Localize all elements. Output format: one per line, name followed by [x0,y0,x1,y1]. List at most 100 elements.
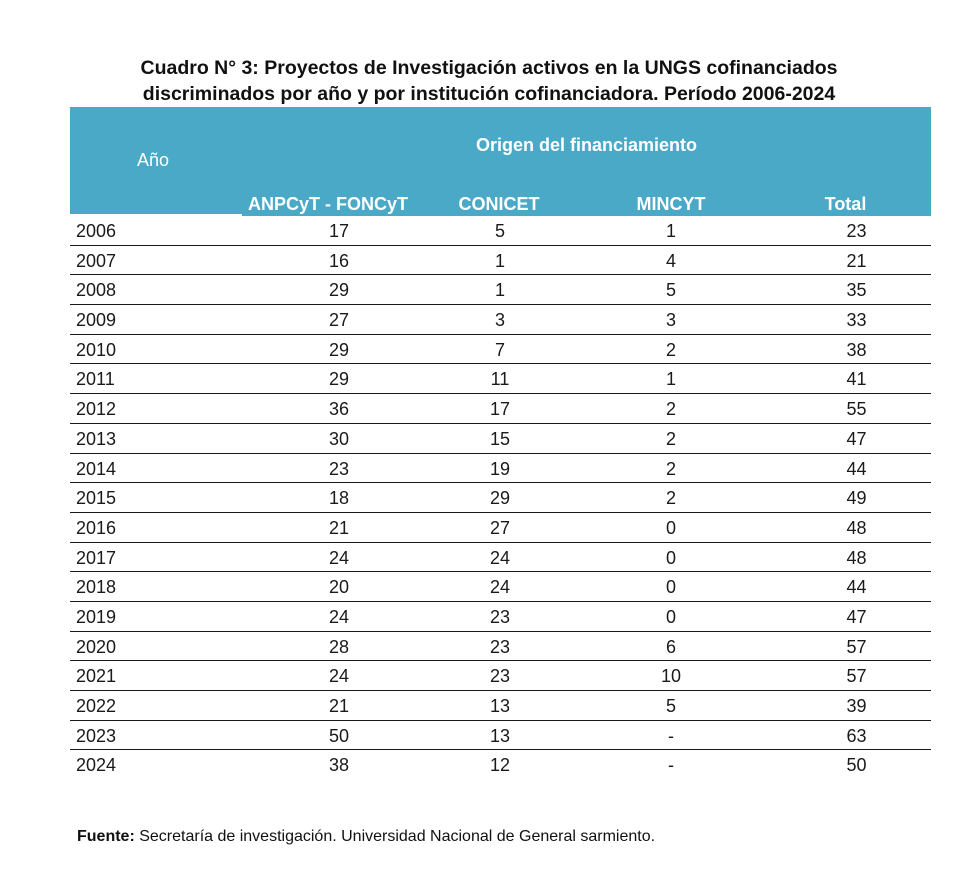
anpcyt-cell: 21 [328,696,350,716]
financing-table: Año Origen del financiamiento ANPCyT - F… [70,107,931,779]
mincyt-cell: 6 [665,636,676,657]
anpcyt-cell: 23 [328,458,350,479]
table-row: 2022 21 13 5 39 [70,691,931,721]
table-row: 2018 20 24 0 44 [70,572,931,602]
table-row: 2011 29 11 1 41 [70,364,931,395]
anpcyt-cell: 36 [328,399,350,420]
column-header-conicet: CONICET [458,194,540,214]
table-body: 2006 17 5 1 23 2007 16 1 4 21 2008 29 1 5 35 2009 27 3 3 33… [70,216,931,779]
mincyt-cell: 2 [665,428,676,449]
anpcyt-cell: 16 [328,250,350,271]
year-cell: 2019 [76,606,117,627]
mincyt-cell: 1 [665,369,676,390]
total-cell: 55 [846,399,867,420]
year-cell: 2011 [76,369,115,390]
total-cell: 44 [846,577,867,598]
title-line-2: discriminados por año y por institución … [142,83,836,105]
table-row: 2010 29 7 2 38 [70,335,931,365]
conicet-cell: 24 [489,547,511,568]
mincyt-cell: 2 [665,458,676,479]
year-cell: 2010 [76,339,117,360]
table-row: 2014 23 19 2 44 [70,454,931,484]
table-row: 2013 30 15 2 47 [70,424,931,454]
conicet-cell: 24 [489,577,511,598]
anpcyt-cell: 38 [328,755,350,776]
year-cell: 2023 [76,725,117,746]
header-divider [70,214,242,216]
table-row: 2012 36 17 2 55 [70,394,931,424]
total-cell: 38 [846,339,867,360]
total-cell: 47 [846,606,867,627]
conicet-cell: 23 [489,666,511,687]
table-row: 2020 28 23 6 57 [70,632,931,662]
column-header-mincyt: MINCYT [636,194,706,214]
source-note: Fuente: Secretaría de investigación. Uni… [77,828,655,846]
mincyt-cell: 4 [665,250,676,271]
total-cell: 21 [846,250,867,271]
total-cell: 35 [846,280,867,301]
financing-origin-header: Origen del financiamiento [475,135,698,155]
anpcyt-cell: 30 [328,428,350,449]
mincyt-cell: 0 [665,577,676,598]
total-cell: 41 [846,369,867,390]
anpcyt-cell: 50 [328,725,350,746]
column-header-total: Total [824,194,867,214]
anpcyt-cell: 20 [328,577,350,598]
year-cell: 2018 [76,577,117,598]
anpcyt-cell: 24 [328,666,350,687]
anpcyt-cell: 29 [328,339,350,360]
table-row: 2009 27 3 3 33 [70,305,931,335]
mincyt-cell: 5 [665,696,676,716]
column-header-anpcyt: ANPCyT - FONCyT [247,194,408,214]
total-cell: 57 [846,636,867,657]
total-cell: 23 [846,221,867,241]
total-cell: 63 [846,725,867,746]
table-row: 2023 50 13 - 63 [70,721,931,751]
year-cell: 2020 [76,636,117,657]
conicet-cell: 15 [489,428,511,449]
conicet-cell: 3 [494,310,505,331]
anpcyt-cell: 29 [328,369,350,390]
table-row: 2006 17 5 1 23 [70,216,931,246]
anpcyt-cell: 29 [328,280,350,301]
year-cell: 2008 [76,280,117,301]
conicet-cell: 17 [489,399,511,420]
total-cell: 44 [846,458,867,479]
mincyt-cell: 1 [665,221,676,241]
conicet-cell: 1 [494,250,505,271]
conicet-cell: 5 [494,221,505,241]
mincyt-cell: - [668,755,674,776]
year-cell: 2007 [76,250,117,271]
anpcyt-cell: 17 [328,221,350,241]
conicet-cell: 12 [489,755,511,776]
table-title: Cuadro N° 3: Proyectos de Investigación … [60,55,918,107]
year-cell: 2009 [76,310,117,331]
source-label: Fuente: [77,828,135,845]
table-row: 2024 38 12 - 50 [70,750,931,779]
total-cell: 33 [846,310,867,331]
table-row: 2017 24 24 0 48 [70,543,931,573]
total-cell: 39 [846,696,867,716]
conicet-cell: 13 [489,725,511,746]
conicet-cell: 27 [489,517,511,538]
year-cell: 2015 [76,488,117,509]
total-cell: 50 [846,755,867,776]
conicet-cell: 23 [489,606,511,627]
conicet-cell: 7 [494,339,505,360]
total-cell: 48 [846,517,867,538]
table-row: 2016 21 27 0 48 [70,513,931,543]
total-cell: 57 [846,666,867,687]
total-cell: 47 [846,428,867,449]
conicet-cell: 1 [494,280,505,301]
conicet-cell: 11 [490,369,510,390]
conicet-cell: 23 [489,636,511,657]
mincyt-cell: 0 [665,547,676,568]
conicet-cell: 19 [489,458,511,479]
table-row: 2019 24 23 0 47 [70,602,931,632]
anpcyt-cell: 27 [328,310,350,331]
mincyt-cell: 10 [660,666,682,687]
anpcyt-cell: 24 [328,606,350,627]
mincyt-cell: 0 [665,606,676,627]
anpcyt-cell: 24 [328,547,350,568]
anpcyt-cell: 18 [328,488,350,509]
